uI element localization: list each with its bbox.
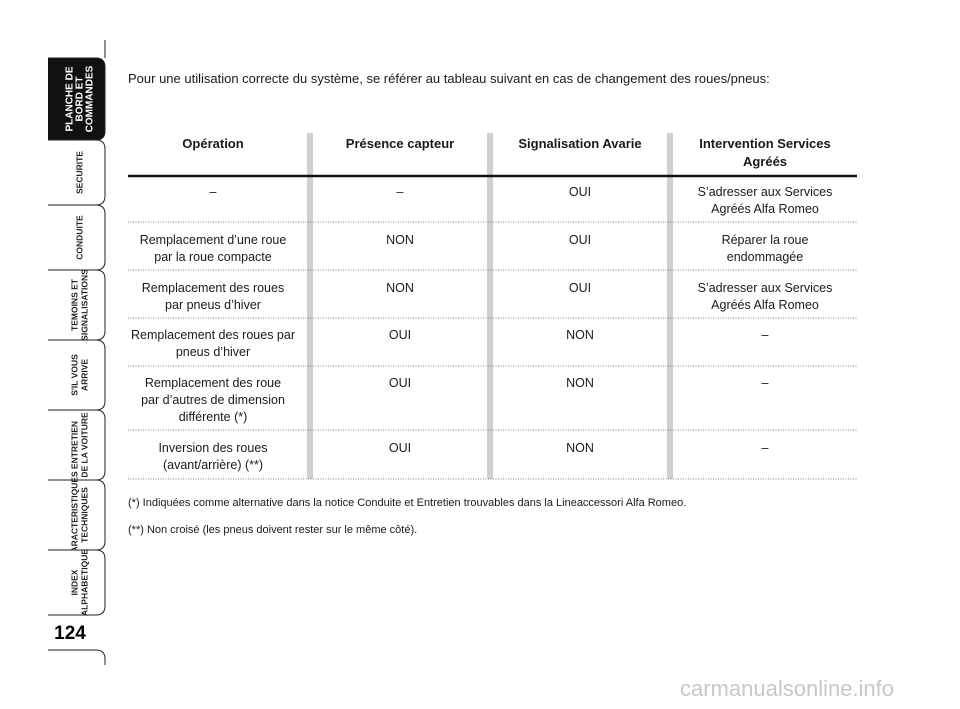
table-cell: NON — [386, 233, 414, 247]
table-cell: S’adresser aux Services — [697, 185, 833, 199]
table-cell: Agréés Alfa Romeo — [711, 298, 819, 312]
column-separator — [307, 133, 313, 479]
table-cell: OUI — [388, 441, 412, 455]
table-cell: – — [761, 376, 769, 390]
table-cell: S’adresser aux Services — [697, 281, 833, 295]
sidebar-tab-label: BORD ET — [75, 77, 86, 122]
table-cell: OUI — [388, 376, 412, 390]
sidebar-tab-label: TECHNIQUES — [79, 487, 89, 543]
table-cell: Inversion des roues — [158, 441, 268, 455]
sidebar-tab — [48, 57, 106, 141]
table-cell: différente (*) — [178, 410, 248, 424]
sidebar-tab-label: PLANCHE DE — [65, 66, 76, 131]
sidebar-tab — [48, 204, 106, 271]
table-cell: Remplacement des roue — [144, 376, 282, 390]
table-cell: par d’autres de dimension — [141, 393, 285, 407]
sidebar-tab — [48, 409, 106, 481]
footnote: (**) Non croisé (les pneus doivent reste… — [128, 524, 418, 536]
sidebar-tab-label: INDEX — [69, 569, 79, 595]
table-cell: – — [209, 185, 217, 199]
intro-text: Pour une utilisation correcte du système… — [128, 71, 770, 86]
column-separator — [487, 133, 493, 479]
table-cell: OUI — [568, 233, 592, 247]
sidebar-tab-label: ENTRETIEN — [69, 421, 79, 469]
column-header: Agréés — [742, 154, 788, 169]
table-cell: NON — [386, 281, 414, 295]
table-cell: Réparer la roue — [721, 233, 809, 247]
table-cell: OUI — [568, 185, 592, 199]
watermark: carmanualsonline.info — [680, 676, 895, 701]
sidebar-tab-label: TEMOINS ET — [69, 278, 79, 331]
sidebar-tab — [48, 339, 106, 411]
table-cell: OUI — [388, 328, 412, 342]
page-number-rule — [48, 649, 106, 665]
sidebar-tab-label: COMMANDES — [85, 65, 96, 132]
sidebar-tab — [48, 269, 106, 341]
table-cell: Remplacement des roues par — [131, 328, 295, 342]
table-cell: NON — [566, 328, 594, 342]
table-cell: endommagée — [726, 250, 804, 264]
table-cell: – — [396, 185, 404, 199]
table-cell: par pneus d’hiver — [165, 298, 261, 312]
column-header: Signalisation Avarie — [518, 136, 642, 151]
table-cell: – — [761, 328, 769, 342]
table-cell: NON — [566, 376, 594, 390]
page-number: 124 — [54, 623, 86, 644]
column-header: Intervention Services — [699, 136, 831, 151]
table-cell: par la roue compacte — [154, 250, 272, 264]
sidebar-tab — [48, 479, 106, 551]
table-cell: NON — [566, 441, 594, 455]
table-cell: pneus d’hiver — [175, 345, 251, 359]
sidebar-tab-label: CARACTERISTIQUES — [69, 471, 79, 559]
sidebar-tab — [48, 139, 106, 206]
sidebar-tab-label: ALPHABETIQUE — [79, 549, 89, 616]
table-cell: Remplacement des roues — [141, 281, 285, 295]
table-cell: – — [761, 441, 769, 455]
sidebar-tab-label: CONDUITE — [74, 215, 84, 260]
column-separator — [667, 133, 673, 479]
sidebar-tab-label: S'IL VOUS — [69, 354, 79, 396]
table-cell: Remplacement d’une roue — [139, 233, 287, 247]
sidebar-tab — [48, 549, 106, 616]
table-cell: Agréés Alfa Romeo — [711, 202, 819, 216]
table-cell: (avant/arrière) (**) — [162, 458, 264, 472]
sidebar-tab-label: ARRIVE — [79, 359, 89, 391]
column-header: Présence capteur — [345, 136, 455, 151]
sidebar-tab-label: SECURITE — [74, 151, 84, 194]
sidebar-tab-label: SIGNALISATIONS — [79, 269, 89, 341]
footnote: (*) Indiquées comme alternative dans la … — [128, 497, 687, 509]
sidebar-tab-label: DE LA VOITURE — [79, 412, 89, 478]
column-header: Opération — [182, 136, 244, 151]
table-cell: OUI — [568, 281, 592, 295]
